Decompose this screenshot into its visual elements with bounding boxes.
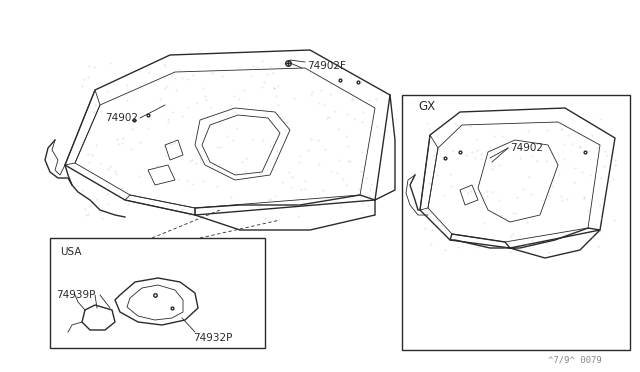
Bar (50, 238, 265, 348)
Text: 74902: 74902 (105, 113, 138, 123)
Bar (402, 95, 630, 350)
Text: ^7/9^ 0079: ^7/9^ 0079 (548, 356, 602, 365)
Text: 74902: 74902 (510, 143, 543, 153)
Text: GX: GX (418, 100, 435, 113)
Text: 74939P: 74939P (56, 290, 95, 300)
Text: USA: USA (60, 247, 81, 257)
Text: 74932P: 74932P (193, 333, 232, 343)
Text: 74902F: 74902F (307, 61, 346, 71)
